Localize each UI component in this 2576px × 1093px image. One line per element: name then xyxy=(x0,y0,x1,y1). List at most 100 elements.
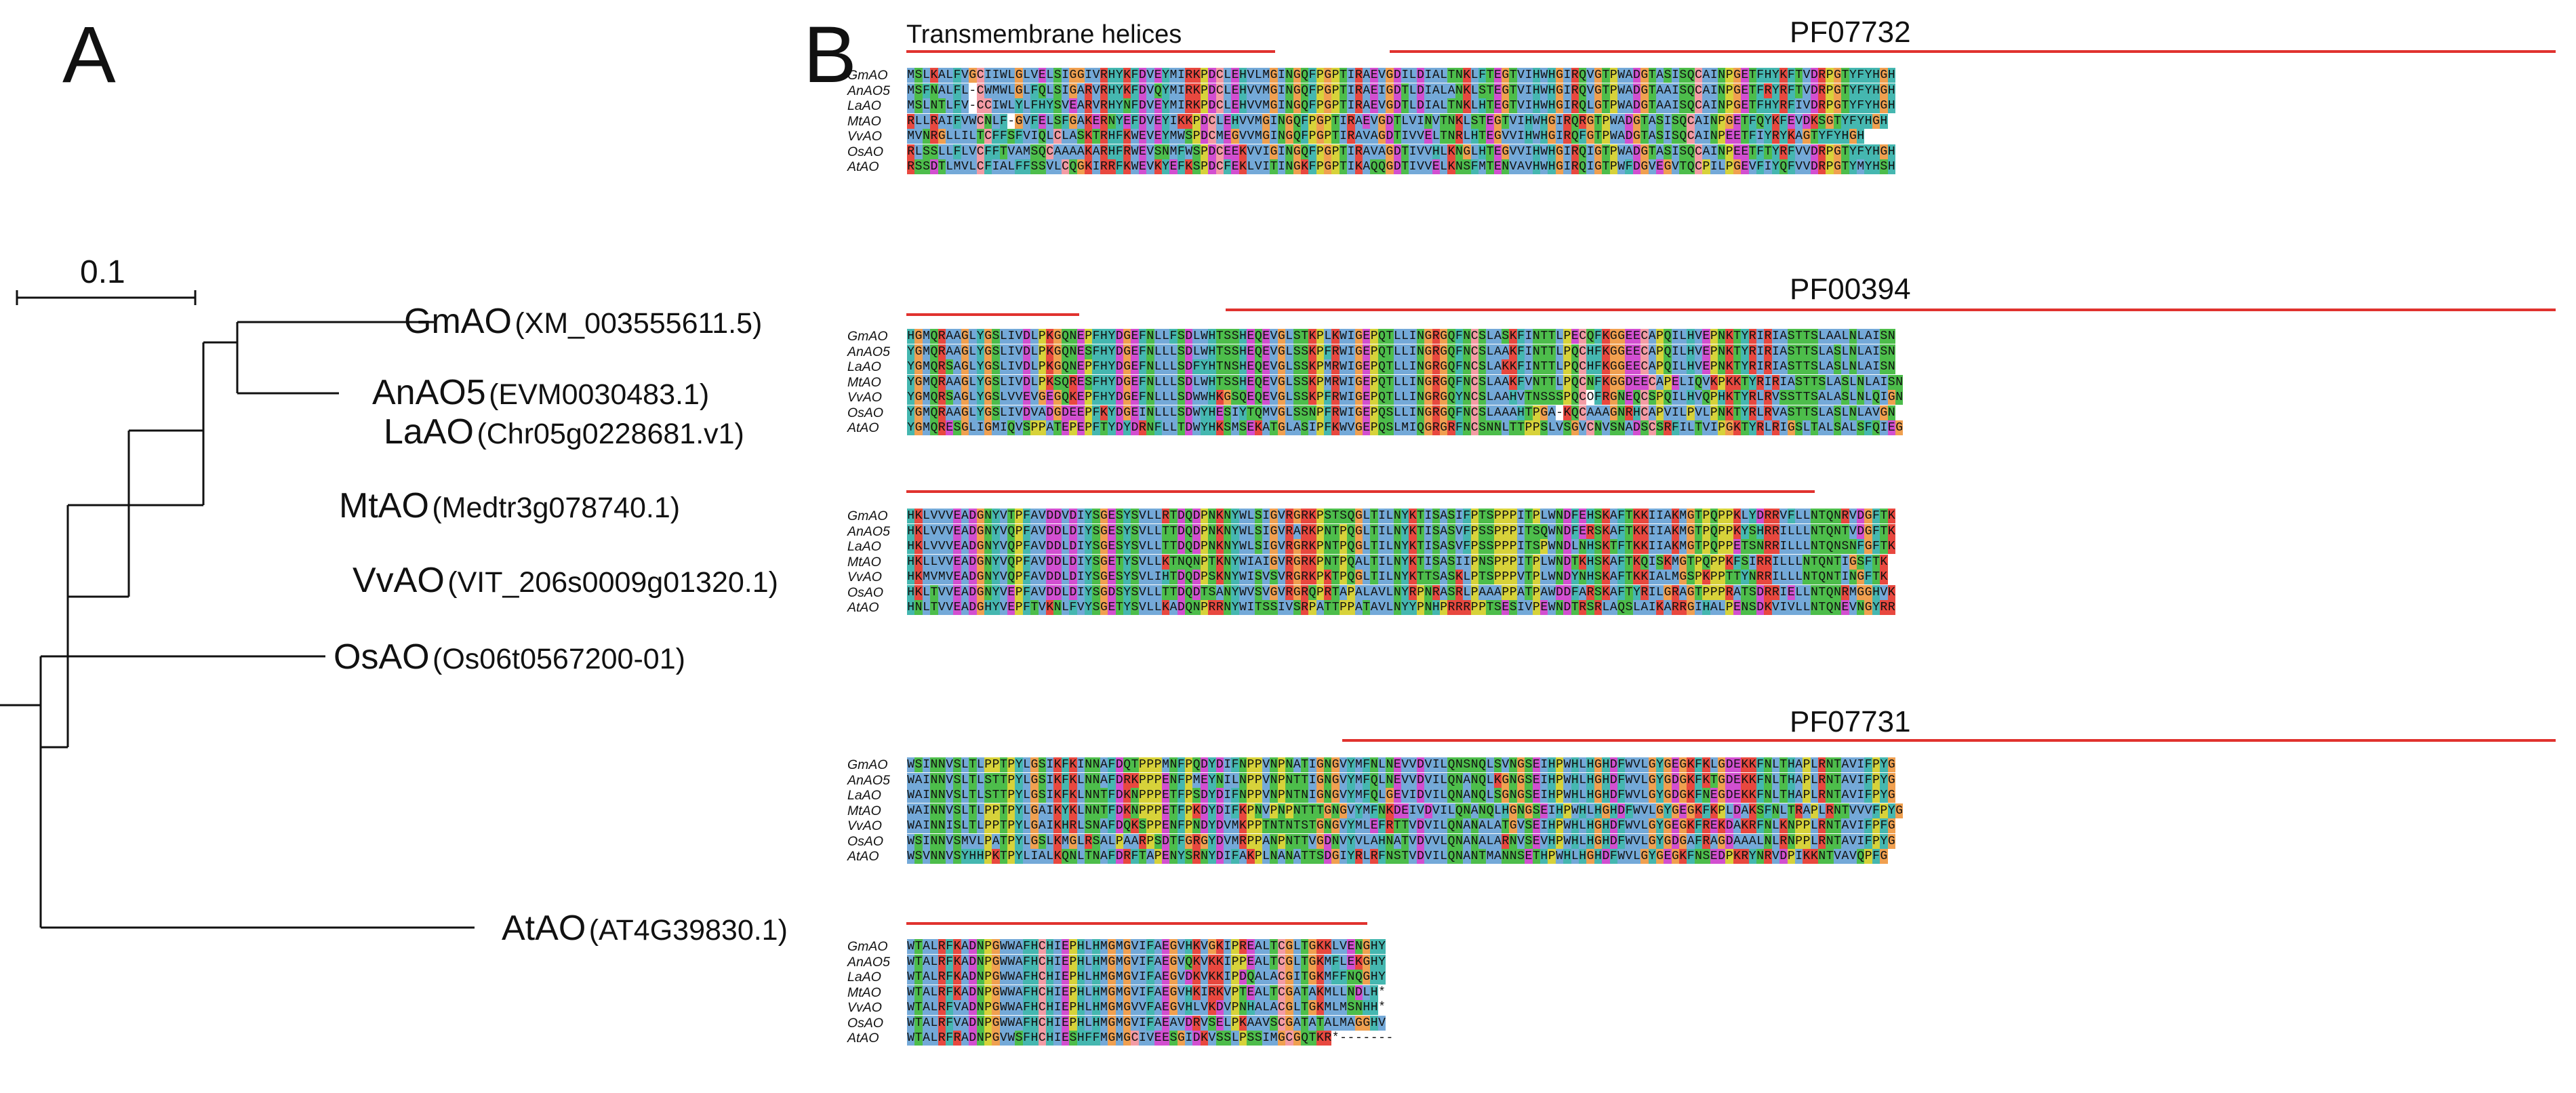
sequence-label: AtAO xyxy=(847,159,879,174)
sequence-residues: WAINNVSLTLSTTPYLGSIKFKLNNAFDRKPPPENFPMEY… xyxy=(907,772,1895,788)
sequence-label: AnAO5 xyxy=(847,83,890,98)
sequence-residues: HGMQRAAGLYGSLIVDLPKGQNEPFHYDGEFNLLFSDLWH… xyxy=(907,329,1895,344)
sequence-label: VvAO xyxy=(847,570,882,584)
sequence-label: LaAO xyxy=(847,539,881,554)
sequence-residues: WSINNVSMVLPATPYLGSLKMGLRSALPAARPSDTFGRGY… xyxy=(907,833,1895,849)
sequence-residues: MSLNTLFV-CCIWLYLFHYSVEARVRHYNFDVEYMIRKPD… xyxy=(907,98,1895,113)
sequence-residues: HKMVMVEADGNYVQPFAVDDLDIYSGESYSVLIHTDQDPS… xyxy=(907,570,1888,584)
scale-bar-label: 0.1 xyxy=(80,254,125,290)
sequence-residues: YGMQRAAGLYGSLIVDLPKSQRESFHYDGEFNLLLSDLWH… xyxy=(907,374,1904,390)
sequence-residues: MVNRGLLILTCFFSFVIQLCLASKTRHFKWEVEYMWSPDC… xyxy=(907,129,1865,144)
sequence-label: MtAO xyxy=(847,374,881,390)
tip-accession: (AT4G39830.1) xyxy=(588,914,788,947)
domain-bar-transmembrane xyxy=(906,50,1275,53)
phylogenetic-tree xyxy=(0,290,475,929)
sequence-residues: HNLTVVEADGHYVEPFTVKNLFVYSGETYSVLLKADQNPR… xyxy=(907,600,1895,615)
sequence-residues: MSFNALFL-CWMWLGLFQLSIGARVRHYKFDVQYMIRKPD… xyxy=(907,83,1895,98)
sequence-residues: WTALRFKADNPGWWAFHCHIEPHLHMGMGVIFAEGVHKVG… xyxy=(907,939,1386,954)
sequence-label: OsAO xyxy=(847,1015,884,1031)
tip-species: AtAO xyxy=(502,909,586,948)
tip-accession: (EVM0030483.1) xyxy=(489,378,710,411)
sequence-residues: MSLKALFVGCIIWLGLVELSIGGIVRHYKFDVEYMIRKPD… xyxy=(907,68,1895,83)
tip-accession: (Chr05g0228681.v1) xyxy=(477,418,744,450)
sequence-label: GmAO xyxy=(847,68,888,83)
sequence-residues: YGMQRSAGLYGSLIVDLPKGQNEPFHYDGEFNLLLSDFYH… xyxy=(907,359,1895,374)
sequence-residues: HKLLVVEADGNYVQPFAVDDLDIYSGETYSVLLKTNQNPT… xyxy=(907,554,1888,570)
tree-tip-osao: OsAO (Os06t0567200-01) xyxy=(334,639,685,675)
sequence-label: VvAO xyxy=(847,390,882,405)
sequence-label: AnAO5 xyxy=(847,523,890,539)
sequence-label: OsAO xyxy=(847,833,884,849)
tip-species: GmAO xyxy=(404,302,512,341)
sequence-residues: WTALRFKADNPGWWAFHCHIEPHLHMGMGVIFAEGVDKVK… xyxy=(907,970,1386,985)
sequence-label: VvAO xyxy=(847,1000,882,1015)
tip-accession: (Medtr3g078740.1) xyxy=(432,492,681,524)
tip-accession: (XM_003555611.5) xyxy=(515,307,763,340)
tree-tip-mtao: MtAO (Medtr3g078740.1) xyxy=(339,488,680,523)
sequence-residues: HKLVVVEADGNYVTPFAVDDVDIYSGESYSVLLRTDQDPN… xyxy=(907,509,1895,523)
sequence-residues: HKLTVVEADGNYVEPFAVDDLDIYSGDSYSVLLTTDQDTS… xyxy=(907,584,1895,600)
tip-species: MtAO xyxy=(339,486,429,525)
sequence-label: OsAO xyxy=(847,584,884,600)
sequence-residues: WSVNNVSYHHPKTPYLIALKQNLTNAFDRFTAPENYSRNY… xyxy=(907,849,1888,864)
sequence-label: GmAO xyxy=(847,757,888,772)
domain-bar-pf00394-continued xyxy=(906,490,1815,493)
sequence-residues: WTALRFVADNPGWWAFHCHIEPHLHMGMGVIFAEAVDRVS… xyxy=(907,1015,1386,1031)
domain-bar-pf07732 xyxy=(1390,50,2556,53)
sequence-label: MtAO xyxy=(847,113,881,129)
tree-tip-laao: LaAO (Chr05g0228681.v1) xyxy=(384,414,744,450)
sequence-label: AtAO xyxy=(847,1031,879,1046)
tree-tip-anao5: AnAO5 (EVM0030483.1) xyxy=(372,375,709,410)
sequence-residues: RLSSLLFLVCFFTVAMSQCAAAAKARHFRWEVSNMFWSPD… xyxy=(907,144,1895,159)
domain-label-pf00394: PF00394 xyxy=(1790,273,1911,306)
sequence-residues: WAINNISLTLPPTPYLGAIKHRLSNAFDQKSPPENFPNDY… xyxy=(907,818,1895,833)
tree-tip-gmao: GmAO (XM_003555611.5) xyxy=(404,304,762,339)
sequence-label: GmAO xyxy=(847,939,888,954)
domain-bar-pf07731 xyxy=(1342,739,2556,742)
sequence-label: VvAO xyxy=(847,818,882,833)
tree-tip-atao: AtAO (AT4G39830.1) xyxy=(502,911,788,946)
domain-label-pf07731: PF07731 xyxy=(1790,705,1911,738)
tip-species: LaAO xyxy=(384,412,474,452)
sequence-label: VvAO xyxy=(847,129,882,144)
tip-species: OsAO xyxy=(334,637,430,677)
domain-bar-pf07731-continued xyxy=(906,922,1367,925)
sequence-residues: WAINNVSLTLSTTPYLGSIKFKLNNTFDKNPPPETFPSDY… xyxy=(907,788,1895,803)
sequence-residues: RSSDTLMVLCFIALFFSSVLCQGKIRRFKWEVKYEFKSPD… xyxy=(907,159,1895,174)
sequence-residues: WAINNVSLTLPPTPYLGAIKYKLNNTFDKNPPPETFPKDY… xyxy=(907,803,1904,818)
domain-label-pf07732: PF07732 xyxy=(1790,16,1911,49)
sequence-residues: WSINNVSLTLPPTPYLGSIKFKINNAFDQTPPPMNFPQDY… xyxy=(907,757,1895,772)
sequence-label: AnAO5 xyxy=(847,772,890,788)
sequence-label: MtAO xyxy=(847,554,881,570)
sequence-label: OsAO xyxy=(847,405,884,420)
sequence-residues: YGMQRAAGLYGSLIVDLPKGQNESFHYDGEFNLLLSDLWH… xyxy=(907,344,1895,359)
domain-bar-pf00394-left xyxy=(906,313,1079,316)
sequence-label: MtAO xyxy=(847,985,881,1000)
panel-label-a: A xyxy=(62,10,116,100)
sequence-label: AnAO5 xyxy=(847,344,890,359)
sequence-label: AtAO xyxy=(847,420,879,435)
sequence-residues: YGMQRESGLIGMIQVSPPATEPEPFTYDYDRNFLLTDWYH… xyxy=(907,420,1904,435)
sequence-residues: WTALRFKADNPGWWAFHCHIEPHLHMGMGVIFAEGVQKVK… xyxy=(907,954,1386,970)
scale-bar xyxy=(16,290,197,305)
sequence-label: GmAO xyxy=(847,329,888,344)
domain-label-transmembrane: Transmembrane helices xyxy=(906,20,1182,49)
tree-tip-vvao: VvAO (VIT_206s0009g01320.1) xyxy=(353,563,778,598)
tree-branches xyxy=(0,321,475,929)
sequence-label: MtAO xyxy=(847,803,881,818)
sequence-label: LaAO xyxy=(847,359,881,374)
tip-species: VvAO xyxy=(353,561,445,600)
sequence-label: LaAO xyxy=(847,98,881,113)
sequence-label: LaAO xyxy=(847,970,881,985)
sequence-label: GmAO xyxy=(847,509,888,523)
tip-accession: (VIT_206s0009g01320.1) xyxy=(447,566,778,599)
tip-species: AnAO5 xyxy=(372,373,486,412)
sequence-label: AnAO5 xyxy=(847,954,890,970)
domain-bar-pf00394 xyxy=(1226,309,2556,311)
panel-label-b: B xyxy=(803,10,857,100)
sequence-residues: HKLVVVEADGNYVQPFAVDDLDIYSGESYSVLLTTDQDPN… xyxy=(907,523,1895,539)
sequence-residues: RLLRAIFVWCNLF-GVFELSFGAKERNYEFDVEYIKKPDC… xyxy=(907,113,1888,129)
sequence-label: AtAO xyxy=(847,849,879,864)
sequence-label: AtAO xyxy=(847,600,879,615)
tip-accession: (Os06t0567200-01) xyxy=(432,643,685,675)
